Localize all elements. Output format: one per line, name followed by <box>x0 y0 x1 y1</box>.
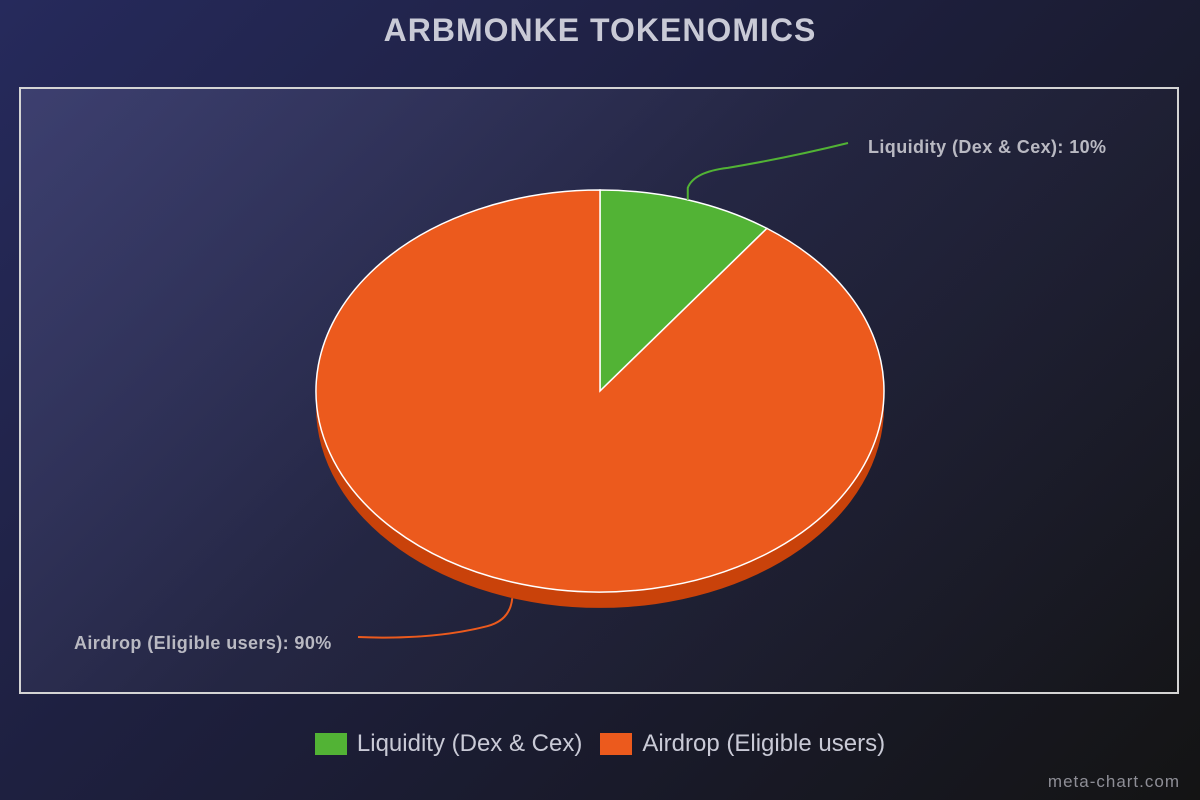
legend-label-airdrop: Airdrop (Eligible users) <box>642 730 886 757</box>
slice-label-airdrop: Airdrop (Eligible users): 90% <box>74 633 332 653</box>
legend-item-liquidity[interactable]: Liquidity (Dex & Cex) <box>314 730 583 758</box>
leader-line-0 <box>686 142 849 200</box>
slice-label-liquidity: Liquidity (Dex & Cex): 10% <box>868 137 1107 157</box>
pie-slice-1[interactable] <box>315 189 885 593</box>
legend-label-liquidity: Liquidity (Dex & Cex) <box>356 730 583 757</box>
chart-title: ARBMONKE TOKENOMICS <box>383 12 817 48</box>
legend: Liquidity (Dex & Cex) Airdrop (Eligible … <box>0 730 1200 758</box>
pie-slice-0[interactable] <box>599 189 769 393</box>
legend-item-airdrop[interactable]: Airdrop (Eligible users) <box>600 730 885 758</box>
legend-swatch-liquidity <box>314 733 347 755</box>
credit-text: meta-chart.com <box>1047 772 1180 791</box>
legend-swatch-airdrop <box>600 733 633 755</box>
leader-line-1 <box>357 598 514 639</box>
